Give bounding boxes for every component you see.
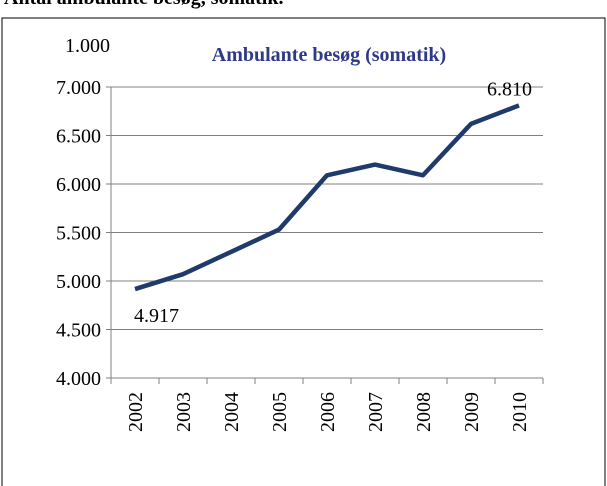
y-tick-label: 7.000 [56,77,101,99]
heading: Antal ambulante besøg, somatik. [4,0,283,9]
y-tick-label: 6.000 [56,174,101,196]
x-tick-label: 2003 [173,392,195,432]
y-tick-label: 5.500 [56,223,101,245]
chart-border [1,17,606,486]
x-tick-label: 2008 [413,392,435,432]
x-tick-label: 2010 [509,392,531,432]
y-tick-label: 4.500 [56,320,101,342]
chart-title: Ambulante besøg (somatik) [212,44,446,66]
x-tick-label: 2007 [365,392,387,432]
x-tick-label: 2006 [317,392,339,432]
x-tick-label: 2002 [125,392,147,432]
unit-label: 1.000 [65,35,110,57]
data-label: 6.810 [487,78,532,100]
x-tick-label: 2004 [221,392,243,432]
y-tick-label: 6.500 [56,126,101,148]
y-tick-label: 4.000 [56,368,101,390]
x-tick-label: 2009 [461,392,483,432]
line [134,103,520,292]
data-label: 4.917 [134,305,179,327]
x-tick-label: 2005 [269,392,291,432]
y-tick-label: 5.000 [56,271,101,293]
